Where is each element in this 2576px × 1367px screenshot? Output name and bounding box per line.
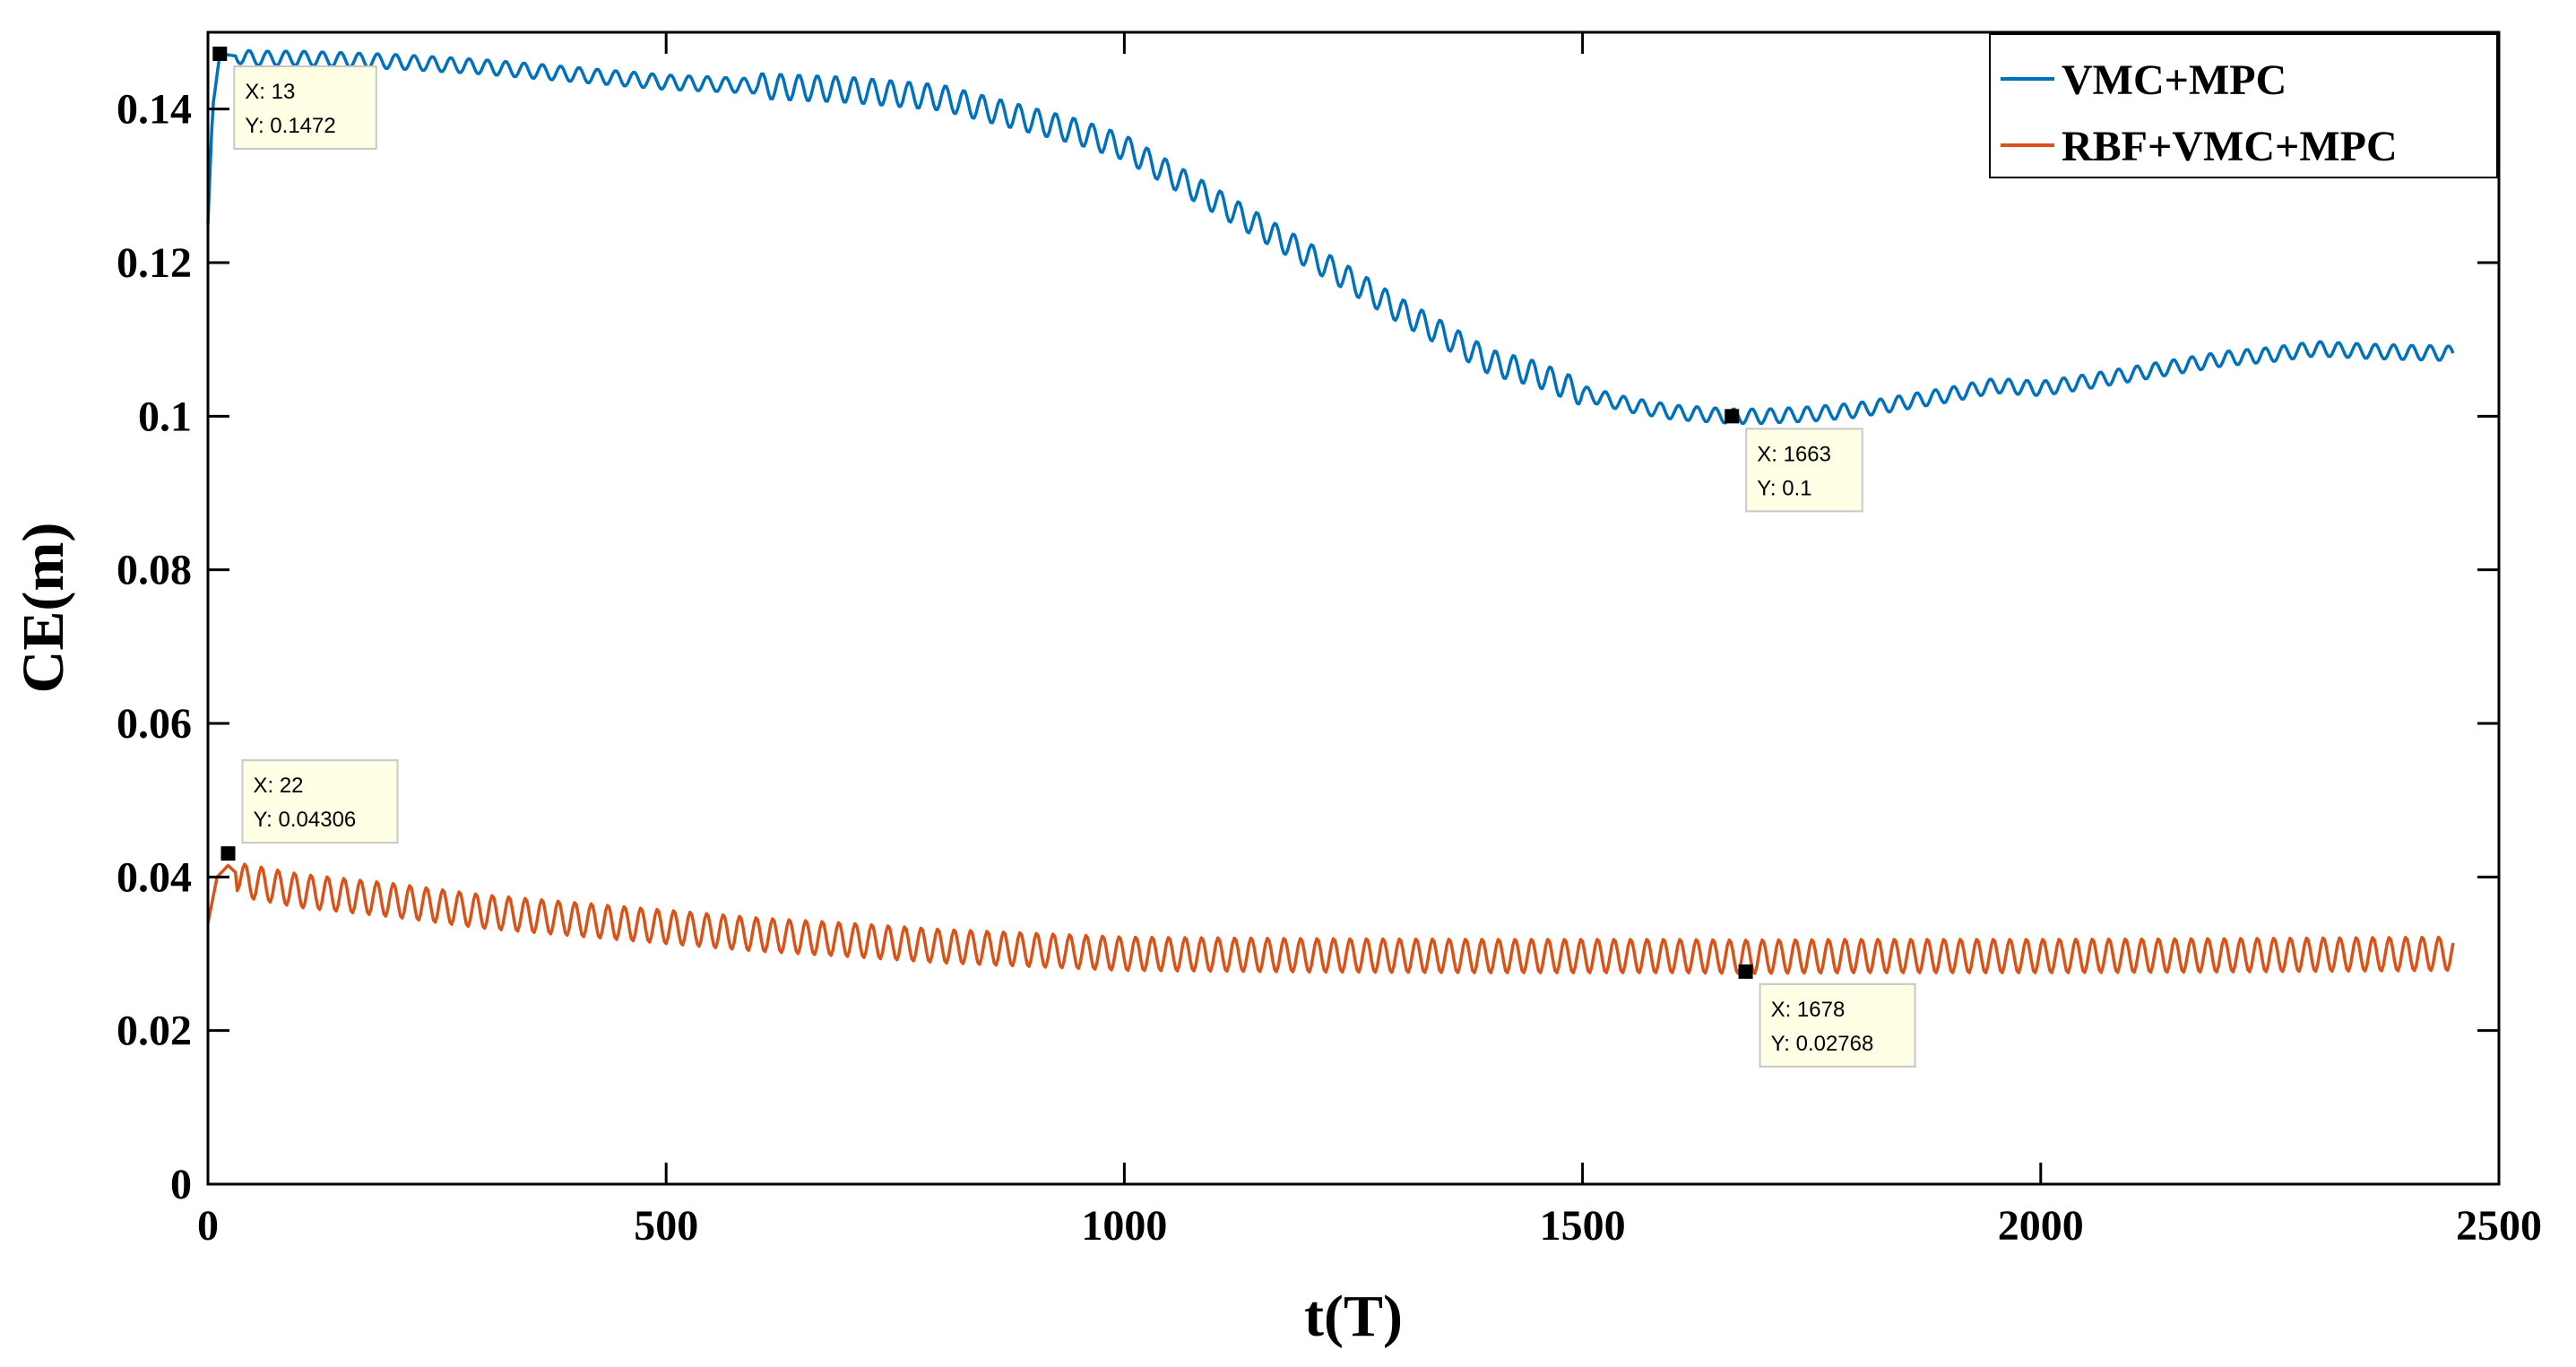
y-tick-label: 0.08 <box>117 547 192 594</box>
datatip-marker <box>212 46 228 61</box>
y-tick-label: 0.06 <box>117 700 192 748</box>
tick-layer: 0 500 1000 1500 2000 2500 0 0.02 0.04 0.06 0.08 0.1… <box>117 32 2542 1250</box>
y-tick-label: 0.1 <box>138 393 192 440</box>
datatip-x-text: X: 1678 <box>1771 998 1846 1022</box>
datatip-y-text: Y: 0.02768 <box>1771 1032 1874 1056</box>
x-tick-label: 1000 <box>1081 1202 1167 1250</box>
datatip-y-text: Y: 0.1472 <box>245 114 335 138</box>
legend-label-rbf-vmc-mpc: RBF+VMC+MPC <box>2062 123 2398 170</box>
annotation-layer: X: 13 Y: 0.1472 X: 1663 Y: 0.1 X: 22 Y: 0.043… <box>212 46 1916 1068</box>
y-tick-label: 0.12 <box>117 239 192 287</box>
datatip-y-text: Y: 0.04306 <box>253 808 356 832</box>
y-tick-label: 0.02 <box>117 1008 192 1055</box>
x-tick-label: 0 <box>197 1202 219 1250</box>
y-tick-label: 0 <box>170 1161 192 1208</box>
datatip-marker <box>1725 409 1740 424</box>
legend: VMC+MPC RBF+VMC+MPC <box>1989 33 2498 178</box>
series-line-rbf-vmc-mpc <box>206 862 2455 975</box>
x-axis-label: t(T) <box>1304 1284 1403 1349</box>
x-tick-label: 2500 <box>2456 1202 2542 1250</box>
datatip-x-text: X: 1663 <box>1757 442 1831 466</box>
datatip-y-text: Y: 0.1 <box>1757 476 1811 500</box>
datatip-box <box>241 759 399 844</box>
x-tick-label: 1500 <box>1540 1202 1626 1250</box>
legend-box <box>1989 33 2498 178</box>
datatip-marker <box>220 846 236 861</box>
x-tick-label: 2000 <box>1998 1202 2084 1250</box>
x-tick-label: 500 <box>634 1202 698 1250</box>
datatip-marker <box>1738 964 1753 979</box>
datatip-x-text: X: 13 <box>245 80 295 104</box>
datatip-box <box>233 65 377 150</box>
axes-box <box>206 30 2501 1186</box>
series-layer <box>206 48 2455 975</box>
series-line-vmc-mpc <box>206 48 2455 425</box>
legend-label-vmc-mpc: VMC+MPC <box>2062 56 2286 104</box>
y-tick-label: 0.04 <box>117 853 192 901</box>
y-tick-label: 0.14 <box>117 86 192 134</box>
datatip-box <box>1745 428 1863 513</box>
y-axis-label: CE(m) <box>11 523 76 694</box>
plot-area <box>208 32 2499 1184</box>
datatip-box <box>1759 982 1916 1068</box>
datatip-x-text: X: 22 <box>253 774 303 798</box>
